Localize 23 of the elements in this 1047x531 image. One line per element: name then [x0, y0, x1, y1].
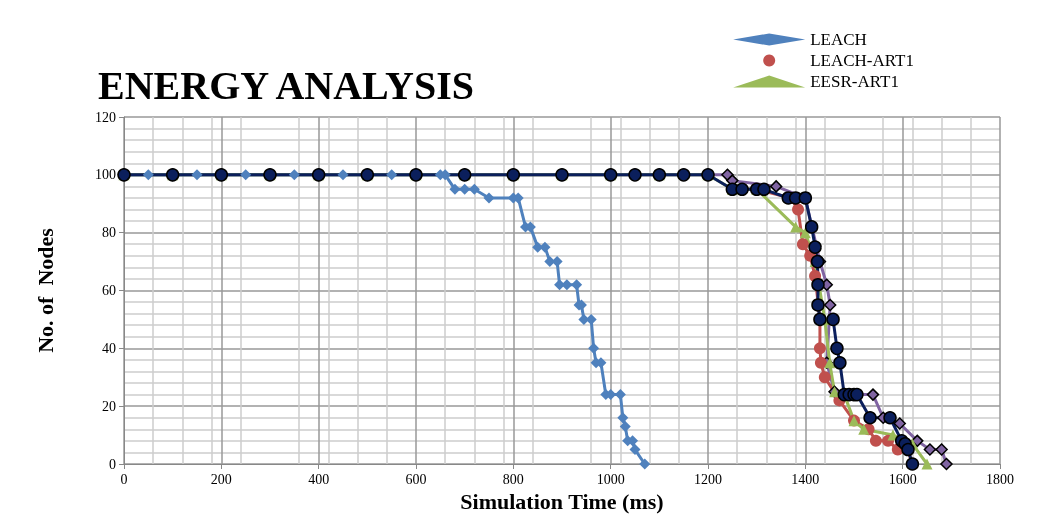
x-axis-title: Simulation Time (ms)	[460, 489, 664, 515]
y-tick-label: 0	[109, 456, 116, 472]
x-tick-label: 200	[210, 471, 232, 487]
x-tick-label: 400	[308, 471, 330, 487]
x-tick-label: 1600	[888, 471, 917, 487]
chart-title: ENERGY ANALYSIS	[98, 62, 475, 108]
y-axis-title: No. of Nodes	[32, 227, 58, 353]
x-tick-label: 0	[120, 471, 128, 487]
y-tick-label: 40	[102, 340, 116, 356]
legend-label: LEACH	[810, 30, 867, 49]
x-tick-label: 1200	[694, 471, 722, 487]
legend-label: LEACH-ART1	[810, 51, 915, 70]
y-tick-label: 20	[102, 398, 116, 414]
x-tick-label: 1000	[596, 471, 625, 487]
y-tick-label: 60	[102, 283, 116, 298]
x-tick-label: 1400	[791, 471, 820, 487]
y-tick-label: 100	[95, 167, 116, 183]
legend-label: EESR-ART1	[810, 72, 899, 91]
y-tick-label: 120	[95, 109, 116, 125]
x-tick-label: 1800	[986, 471, 1014, 487]
y-tick-label: 80	[102, 225, 116, 241]
x-tick-label: 800	[502, 471, 524, 487]
x-tick-label: 600	[405, 471, 427, 487]
